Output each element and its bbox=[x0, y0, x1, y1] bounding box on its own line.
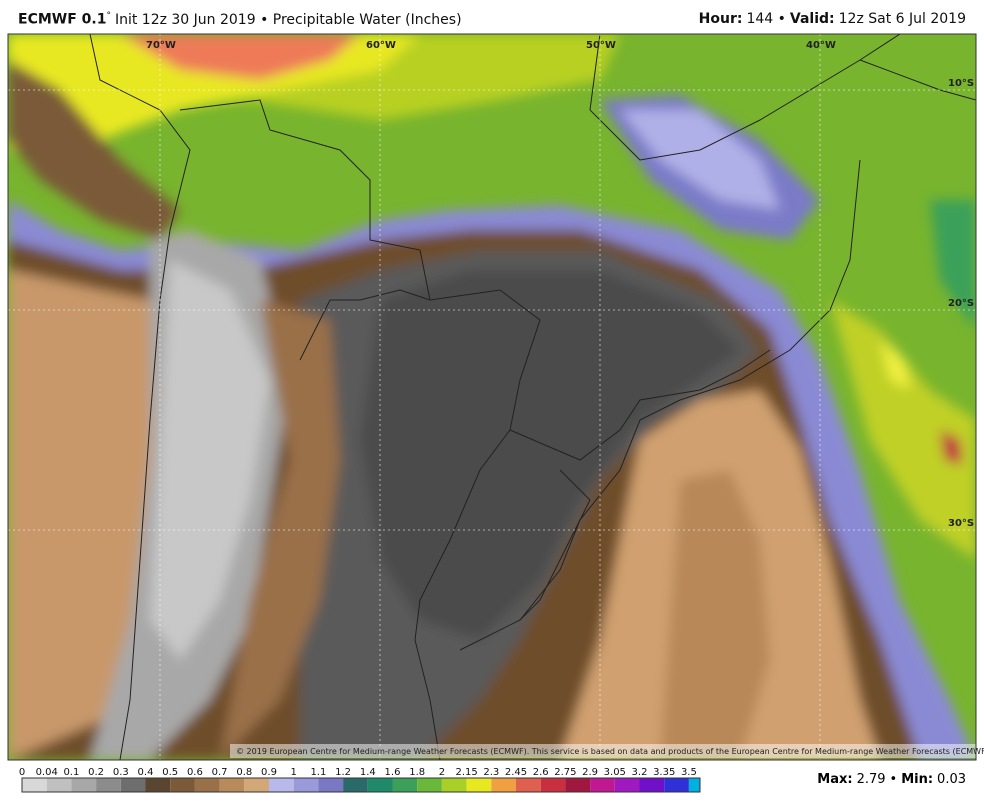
map-frame bbox=[7, 33, 977, 761]
colorbar-label: 1.8 bbox=[409, 767, 425, 778]
colorbar-label: 1.4 bbox=[360, 767, 376, 778]
colorbar-swatch bbox=[46, 778, 72, 792]
lon-label: 40°W bbox=[806, 40, 836, 51]
colorbar-label: 3.35 bbox=[653, 767, 675, 778]
colorbar-label: 3.05 bbox=[604, 767, 626, 778]
colorbar-swatch bbox=[194, 778, 220, 792]
colorbar-swatch bbox=[392, 778, 418, 792]
colorbar-label: 3.5 bbox=[681, 767, 697, 778]
colorbar-label: 0.4 bbox=[138, 767, 154, 778]
colorbar-swatch bbox=[491, 778, 516, 792]
valid-value: 12z Sat 6 Jul 2019 bbox=[838, 11, 966, 27]
colorbar-swatch bbox=[516, 778, 541, 792]
graticule bbox=[8, 34, 976, 760]
colorbar-label: 2.6 bbox=[533, 767, 549, 778]
colorbar-swatch bbox=[639, 778, 665, 792]
colorbar-swatch bbox=[343, 778, 368, 792]
header-right: Hour: 144 • Valid: 12z Sat 6 Jul 2019 bbox=[699, 11, 966, 27]
colorbar-label: 0.1 bbox=[63, 767, 79, 778]
borders bbox=[89, 34, 976, 760]
colorbar-label: 0.9 bbox=[261, 767, 277, 778]
init: Init 12z 30 Jun 2019 • Precipitable Wate… bbox=[114, 11, 462, 28]
colorbar-label: 0.7 bbox=[212, 767, 228, 778]
colorbar-swatch bbox=[71, 778, 97, 792]
colorbar-swatch bbox=[170, 778, 195, 792]
colorbar-swatch bbox=[540, 778, 566, 792]
colorbar-label: 1.6 bbox=[385, 767, 401, 778]
colorbar-label: 0.2 bbox=[88, 767, 104, 778]
model: ECMWF 0.1 bbox=[18, 11, 107, 28]
colorbar-swatch bbox=[120, 778, 146, 792]
colorbar-swatch bbox=[293, 778, 319, 792]
colorbar-label: 1 bbox=[291, 767, 297, 778]
lon-label: 70°W bbox=[146, 40, 176, 51]
min-value: 0.03 bbox=[937, 772, 966, 787]
colorbar-label: 0.5 bbox=[162, 767, 178, 778]
lat-label: 10°S bbox=[948, 78, 974, 89]
colorbar-label: 1.1 bbox=[310, 767, 326, 778]
colorbar-label: 2.45 bbox=[505, 767, 527, 778]
hour-label: Hour: bbox=[698, 11, 743, 27]
min-label: Min: bbox=[901, 772, 934, 787]
colorbar-swatch bbox=[22, 778, 47, 792]
colorbar-label: 2.9 bbox=[582, 767, 598, 778]
header: ECMWF 0.1° Init 12z 30 Jun 2019 • Precipi… bbox=[0, 0, 984, 34]
footer: Max: 2.79 • Min: 0.03 bbox=[817, 772, 966, 787]
colorbar-swatch bbox=[219, 778, 245, 792]
colorbar-label: 0.3 bbox=[113, 767, 129, 778]
colorbar-label: 2.75 bbox=[554, 767, 576, 778]
max-label: Max: bbox=[817, 772, 853, 787]
colorbar-swatch bbox=[664, 778, 689, 792]
field bbox=[8, 34, 976, 760]
colorbar-swatch bbox=[441, 778, 467, 792]
colorbar-swatch bbox=[145, 778, 171, 792]
colorbar-swatch bbox=[318, 778, 344, 792]
credit: © 2019 European Centre for Medium-range … bbox=[236, 747, 984, 756]
colorbar-swatch bbox=[367, 778, 393, 792]
colorbar-swatch bbox=[688, 778, 700, 792]
colorbar-label: 2 bbox=[439, 767, 445, 778]
colorbar-swatch bbox=[466, 778, 492, 792]
header-left: ECMWF 0.1° Init 12z 30 Jun 2019 • Precipi… bbox=[18, 11, 462, 28]
colorbar-label: 1.2 bbox=[335, 767, 351, 778]
colorbar-label: 2.3 bbox=[483, 767, 499, 778]
colorbar-swatch bbox=[244, 778, 269, 792]
colorbar-label: 0 bbox=[19, 767, 25, 778]
colorbar-label: 0.8 bbox=[236, 767, 252, 778]
lon-label: 50°W bbox=[586, 40, 616, 51]
colorbar-swatch bbox=[96, 778, 121, 792]
degree: ° bbox=[106, 11, 111, 21]
lat-label: 30°S bbox=[948, 518, 974, 529]
colorbar-frame bbox=[21, 777, 701, 793]
lat-label: 20°S bbox=[948, 298, 974, 309]
valid-label: Valid: bbox=[789, 11, 835, 27]
colorbar-label: 0.6 bbox=[187, 767, 203, 778]
lon-label: 60°W bbox=[366, 40, 396, 51]
separator: • bbox=[889, 772, 898, 787]
colorbar-swatch bbox=[614, 778, 640, 792]
colorbar-label: 3.2 bbox=[632, 767, 648, 778]
colorbar-swatch bbox=[417, 778, 442, 792]
colorbar-swatch bbox=[565, 778, 591, 792]
max-value: 2.79 bbox=[856, 772, 886, 787]
hour-value: 144 • bbox=[746, 11, 786, 27]
colorbar-swatch bbox=[269, 778, 294, 792]
colorbar-label: 0.04 bbox=[36, 767, 58, 778]
colorbar-swatch bbox=[590, 778, 615, 792]
colorbar-label: 2.15 bbox=[455, 767, 477, 778]
